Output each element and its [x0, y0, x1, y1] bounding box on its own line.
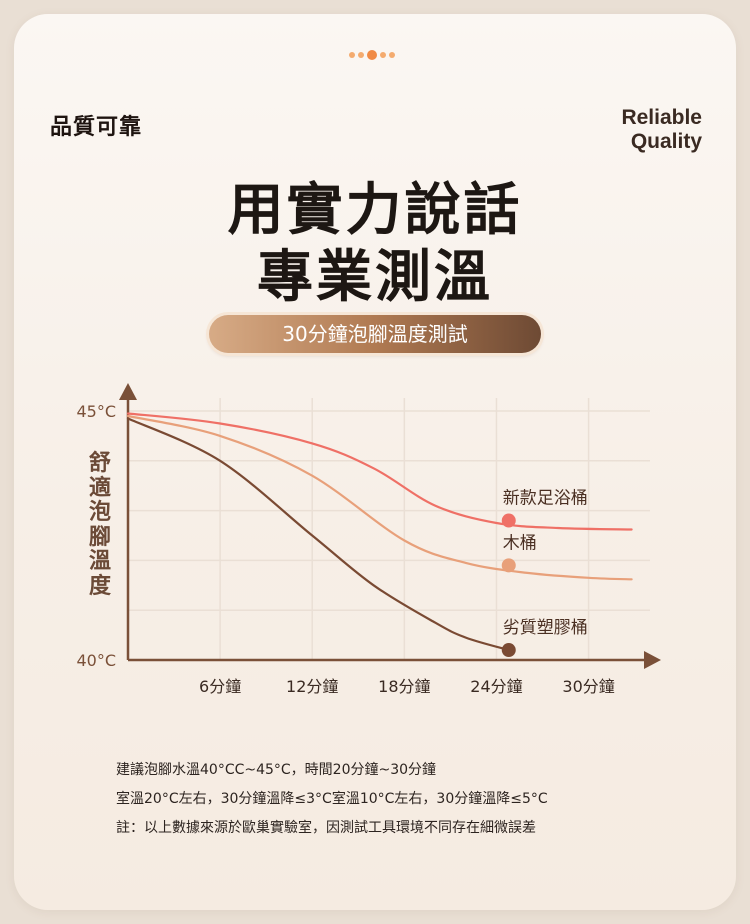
- x-tick-label: 18分鐘: [378, 677, 430, 696]
- indicator-dot: [349, 52, 355, 58]
- x-tick-label: 24分鐘: [470, 677, 522, 696]
- series-label: 新款足浴桶: [503, 489, 588, 509]
- series-line: [126, 412, 633, 531]
- headline-line1: 用實力說話: [227, 178, 523, 243]
- x-tick-label: 6分鐘: [199, 677, 241, 696]
- note-line: 建議泡腳水溫40°CC~45°C，時間20分鐘~30分鐘: [116, 762, 437, 778]
- section-label: 品質可靠: [50, 115, 143, 140]
- indicator-dot: [380, 52, 386, 58]
- y-tick-label: 40°C: [76, 651, 116, 670]
- series-marker: [501, 558, 516, 573]
- indicator-dot-active: [367, 50, 377, 60]
- series-line: [126, 417, 510, 652]
- x-tick-label: 12分鐘: [286, 677, 338, 696]
- y-axis-label-char: 泡: [88, 500, 111, 525]
- series-marker: [501, 643, 516, 658]
- y-tick-label: 45°C: [76, 402, 116, 421]
- y-axis-label-char: 腳: [88, 524, 111, 550]
- notes-block: 建議泡腳水溫40°CC~45°C，時間20分鐘~30分鐘 室溫20°C左右，30…: [116, 756, 548, 843]
- series-line: [126, 414, 633, 581]
- x-axis-arrow-icon: [644, 651, 661, 669]
- section-label-english-line2: Quality: [630, 130, 702, 153]
- section-label-english: Reliable Quality: [621, 106, 702, 154]
- y-axis-label-char: 溫: [88, 549, 111, 574]
- y-axis-label: 舒適泡腳溫度: [87, 451, 113, 599]
- series-label: 劣質塑膠桶: [503, 618, 588, 638]
- section-label-english-line1: Reliable: [621, 106, 702, 129]
- note-line: 室溫20°C左右，30分鐘溫降≤3°C室溫10°C左右，30分鐘溫降≤5°C: [116, 791, 548, 807]
- note-line: 註：以上數據來源於歐巢實驗室，因測試工具環境不同存在細微誤差: [116, 820, 536, 836]
- indicator-dot: [358, 52, 364, 58]
- headline-line2: 專業測溫: [257, 245, 493, 310]
- series-marker: [501, 513, 516, 528]
- y-axis-label-char: 適: [88, 475, 111, 501]
- y-axis-label-char: 舒: [88, 451, 111, 476]
- test-title-pill: 30分鐘泡腳溫度測試: [209, 315, 541, 353]
- y-axis-label-char: 度: [88, 573, 111, 599]
- content-card: [14, 14, 736, 910]
- x-tick-label: 30分鐘: [562, 677, 614, 696]
- y-axis-arrow-icon: [119, 383, 137, 400]
- indicator-dot: [389, 52, 395, 58]
- series-label: 木桶: [503, 533, 537, 553]
